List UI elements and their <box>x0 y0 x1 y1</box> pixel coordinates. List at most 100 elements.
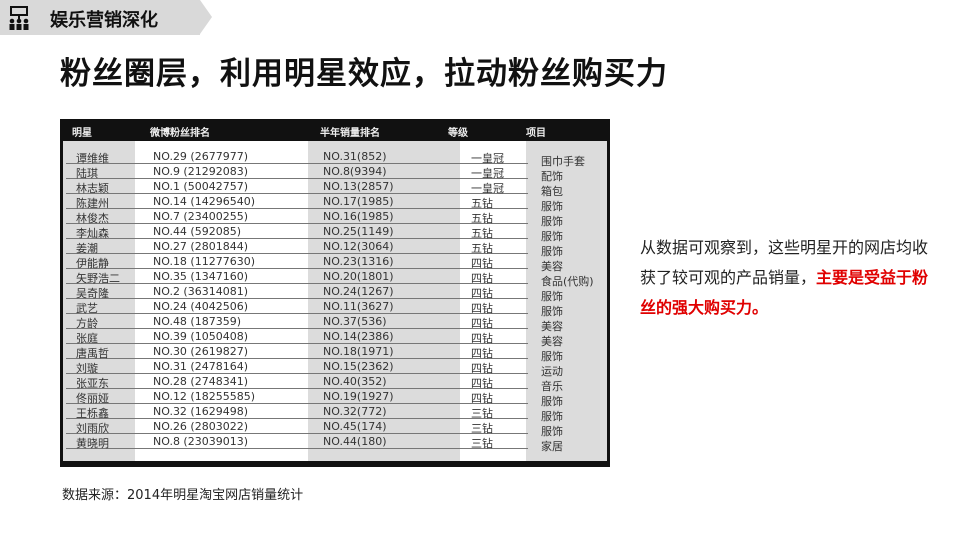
sales-rank: NO.25(1149) <box>323 225 394 238</box>
col-header-level: 等级 <box>448 128 468 139</box>
star-name: 张庭 <box>76 332 98 345</box>
table-row: 方龄 NO.48 (187359) NO.37(536) 四钻 <box>66 314 528 330</box>
sales-rank: NO.11(3627) <box>323 300 394 313</box>
sales-rank: NO.40(352) <box>323 375 387 388</box>
weibo-rank: NO.12 (18255585) <box>153 390 256 403</box>
weibo-rank: NO.18 (11277630) <box>153 255 256 268</box>
table-body: 谭维维 NO.29 (2677977) NO.31(852) 一皇冠 围巾手套 陆琪 NO.… <box>63 141 607 461</box>
sales-rank: NO.13(2857) <box>323 180 394 193</box>
weibo-rank: NO.26 (2803022) <box>153 420 249 433</box>
star-name: 张亚东 <box>76 377 109 390</box>
sales-rank: NO.17(1985) <box>323 195 394 208</box>
project: 运动 <box>541 365 563 378</box>
table-row: 陈建州 NO.14 (14296540) NO.17(1985) 五钻 <box>66 194 528 210</box>
weibo-rank: NO.44 (592085) <box>153 225 242 238</box>
sales-rank: NO.8(9394) <box>323 165 387 178</box>
level: 四钻 <box>471 347 493 360</box>
project: 服饰 <box>541 290 563 303</box>
sales-rank: NO.19(1927) <box>323 390 394 403</box>
project: 美容 <box>541 260 563 273</box>
project: 服饰 <box>541 200 563 213</box>
star-name: 陆琪 <box>76 167 98 180</box>
sales-rank: NO.24(1267) <box>323 285 394 298</box>
weibo-rank: NO.35 (1347160) <box>153 270 249 283</box>
project: 服饰 <box>541 425 563 438</box>
table-row: 武艺 NO.24 (4042506) NO.11(3627) 四钻 <box>66 299 528 315</box>
project: 美容 <box>541 320 563 333</box>
weibo-rank: NO.31 (2478164) <box>153 360 249 373</box>
table-row: 张庭 NO.39 (1050408) NO.14(2386) 四钻 <box>66 329 528 345</box>
level: 四钻 <box>471 302 493 315</box>
table-row: 王栎鑫 NO.32 (1629498) NO.32(772) 三钻 <box>66 404 528 420</box>
project: 家居 <box>541 440 563 453</box>
star-name: 陈建州 <box>76 197 109 210</box>
table-row: 陆琪 NO.9 (21292083) NO.8(9394) 一皇冠 <box>66 164 528 180</box>
conclusion-highlight: 主要是受益于粉丝的强大购买力。 <box>640 268 929 317</box>
star-name: 谭维维 <box>76 152 109 165</box>
table-row: 佟丽娅 NO.12 (18255585) NO.19(1927) 四钻 <box>66 389 528 405</box>
table-row: 黄晓明 NO.8 (23039013) NO.44(180) 三钻 <box>66 434 528 450</box>
section-title: 娱乐营销深化 <box>50 10 158 31</box>
project: 服饰 <box>541 395 563 408</box>
project: 美容 <box>541 335 563 348</box>
level: 一皇冠 <box>471 182 504 195</box>
col-header-weibo: 微博粉丝排名 <box>150 128 210 139</box>
conclusion-text: 从数据可观察到，这些明星开的网店均收获了较可观的产品销量，主要是受益于粉丝的强大… <box>640 233 930 323</box>
project: 围巾手套 <box>541 155 585 168</box>
star-name: 黄晓明 <box>76 437 109 450</box>
project: 服饰 <box>541 350 563 363</box>
table-row: 矢野浩二 NO.35 (1347160) NO.20(1801) 四钻 <box>66 269 528 285</box>
project: 服饰 <box>541 305 563 318</box>
col-header-project: 项目 <box>526 128 546 139</box>
weibo-rank: NO.48 (187359) <box>153 315 242 328</box>
conclusion-normal: 从数据可观察到，这些明星开的网店均收获了较可观的产品销量， <box>640 238 929 287</box>
sales-rank: NO.37(536) <box>323 315 387 328</box>
data-source: 数据来源：2014年明星淘宝网店销量统计 <box>62 488 304 503</box>
weibo-rank: NO.24 (4042506) <box>153 300 249 313</box>
star-name: 吴奇隆 <box>76 287 109 300</box>
level: 四钻 <box>471 377 493 390</box>
project: 服饰 <box>541 230 563 243</box>
sales-rank: NO.18(1971) <box>323 345 394 358</box>
sales-rank: NO.23(1316) <box>323 255 394 268</box>
level: 四钻 <box>471 362 493 375</box>
sales-rank: NO.44(180) <box>323 435 387 448</box>
table-row: 张亚东 NO.28 (2748341) NO.40(352) 四钻 <box>66 374 528 390</box>
project: 服饰 <box>541 245 563 258</box>
level: 五钻 <box>471 242 493 255</box>
project: 食品(代购) <box>541 275 594 288</box>
level: 三钻 <box>471 422 493 435</box>
weibo-rank: NO.30 (2619827) <box>153 345 249 358</box>
sales-rank: NO.31(852) <box>323 150 387 163</box>
level: 一皇冠 <box>471 167 504 180</box>
level: 四钻 <box>471 392 493 405</box>
sales-rank: NO.14(2386) <box>323 330 394 343</box>
star-name: 佟丽娅 <box>76 392 109 405</box>
sales-rank: NO.16(1985) <box>323 210 394 223</box>
level: 一皇冠 <box>471 152 504 165</box>
star-name: 唐禹哲 <box>76 347 109 360</box>
weibo-rank: NO.9 (21292083) <box>153 165 249 178</box>
project: 配饰 <box>541 170 563 183</box>
table-row: 李灿森 NO.44 (592085) NO.25(1149) 五钻 <box>66 224 528 240</box>
table-row: 林志颖 NO.1 (50042757) NO.13(2857) 一皇冠 <box>66 179 528 195</box>
weibo-rank: NO.8 (23039013) <box>153 435 249 448</box>
celebrity-sales-table: 明星 微博粉丝排名 半年销量排名 等级 项目 谭维维 NO.29 (2677977… <box>60 119 610 467</box>
level: 四钻 <box>471 257 493 270</box>
star-name: 林俊杰 <box>76 212 109 225</box>
star-name: 伊能静 <box>76 257 109 270</box>
table-row: 姜潮 NO.27 (2801844) NO.12(3064) 五钻 <box>66 239 528 255</box>
project: 箱包 <box>541 185 563 198</box>
weibo-rank: NO.39 (1050408) <box>153 330 249 343</box>
weibo-rank: NO.28 (2748341) <box>153 375 249 388</box>
level: 四钻 <box>471 272 493 285</box>
table-row: 刘雨欣 NO.26 (2803022) NO.45(174) 三钻 <box>66 419 528 435</box>
level: 五钻 <box>471 197 493 210</box>
project: 音乐 <box>541 380 563 393</box>
star-name: 林志颖 <box>76 182 109 195</box>
project: 服饰 <box>541 410 563 423</box>
star-name: 刘璇 <box>76 362 98 375</box>
sales-rank: NO.12(3064) <box>323 240 394 253</box>
weibo-rank: NO.7 (23400255) <box>153 210 249 223</box>
level: 四钻 <box>471 317 493 330</box>
